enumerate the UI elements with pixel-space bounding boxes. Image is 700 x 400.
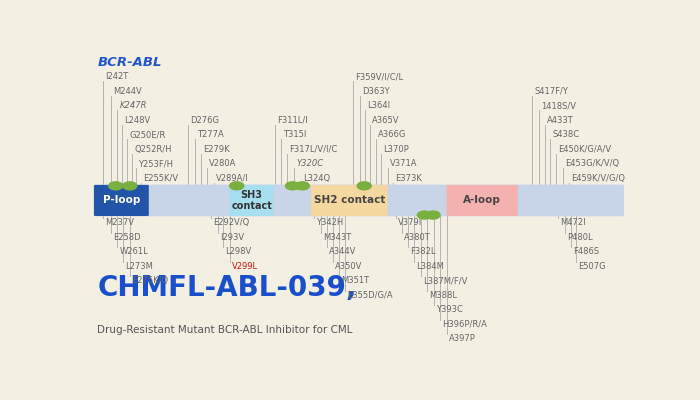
Circle shape xyxy=(295,182,309,190)
Circle shape xyxy=(286,182,300,190)
Text: M472I: M472I xyxy=(561,218,586,227)
Text: SH3
contact: SH3 contact xyxy=(231,190,272,211)
Text: A380T: A380T xyxy=(405,233,431,242)
Text: W261L: W261L xyxy=(120,247,148,256)
Text: Drug-Resistant Mutant BCR-ABL Inhibitor for CML: Drug-Resistant Mutant BCR-ABL Inhibitor … xyxy=(97,325,353,335)
Text: L248V: L248V xyxy=(124,116,150,125)
FancyBboxPatch shape xyxy=(230,185,274,216)
Text: CHMFL-ABL-039,: CHMFL-ABL-039, xyxy=(97,274,357,302)
Text: V379I: V379I xyxy=(398,218,422,227)
Text: E459K/V/G/Q: E459K/V/G/Q xyxy=(571,174,625,183)
Circle shape xyxy=(357,182,371,190)
Text: E255K/V: E255K/V xyxy=(144,174,178,183)
Text: E453G/K/V/Q: E453G/K/V/Q xyxy=(565,159,619,168)
Text: F311L/I: F311L/I xyxy=(276,116,307,125)
FancyBboxPatch shape xyxy=(447,185,518,216)
FancyBboxPatch shape xyxy=(94,184,624,216)
Circle shape xyxy=(426,211,440,219)
Text: M343T: M343T xyxy=(323,233,351,242)
FancyBboxPatch shape xyxy=(94,185,149,216)
Text: E355D/G/A: E355D/G/A xyxy=(347,290,393,300)
Text: BCR-ABL: BCR-ABL xyxy=(97,56,162,69)
Text: F359V/I/C/L: F359V/I/C/L xyxy=(356,72,404,82)
Text: M351T: M351T xyxy=(341,276,369,285)
Circle shape xyxy=(417,211,431,219)
Text: A-loop: A-loop xyxy=(463,196,501,206)
Text: 1418S/V: 1418S/V xyxy=(542,101,577,110)
Text: H396P/R/A: H396P/R/A xyxy=(442,320,487,328)
Text: Y253F/H: Y253F/H xyxy=(139,159,174,168)
Text: A397P: A397P xyxy=(449,334,476,343)
Text: A365V: A365V xyxy=(372,116,400,125)
Circle shape xyxy=(122,182,137,190)
Text: P-loop: P-loop xyxy=(103,196,140,206)
Text: L384M: L384M xyxy=(416,262,444,270)
Text: V289A/I: V289A/I xyxy=(216,174,248,183)
Text: Y320C: Y320C xyxy=(296,159,323,168)
Text: A433T: A433T xyxy=(547,116,574,125)
Text: A366G: A366G xyxy=(378,130,406,139)
Text: F382L: F382L xyxy=(410,247,436,256)
Text: Y393C: Y393C xyxy=(436,305,463,314)
Text: L364I: L364I xyxy=(368,101,391,110)
Circle shape xyxy=(108,182,122,190)
Text: E450K/G/A/V: E450K/G/A/V xyxy=(558,145,611,154)
Text: F486S: F486S xyxy=(573,247,599,256)
Text: I293V: I293V xyxy=(220,233,244,242)
Text: V371A: V371A xyxy=(390,159,417,168)
Text: L324Q: L324Q xyxy=(303,174,330,183)
Text: M237V: M237V xyxy=(105,218,134,227)
Text: T315I: T315I xyxy=(284,130,307,139)
Circle shape xyxy=(230,182,244,190)
Text: Y342H: Y342H xyxy=(316,218,344,227)
Text: M388L: M388L xyxy=(429,290,457,300)
Text: M244V: M244V xyxy=(113,87,141,96)
Text: V299L: V299L xyxy=(232,262,258,270)
Text: E507G: E507G xyxy=(578,262,606,270)
Text: K247R: K247R xyxy=(120,101,147,110)
Text: L370P: L370P xyxy=(383,145,409,154)
Text: D276G: D276G xyxy=(190,116,219,125)
Text: Q252R/H: Q252R/H xyxy=(134,145,172,154)
Text: S438C: S438C xyxy=(552,130,580,139)
FancyBboxPatch shape xyxy=(311,185,388,216)
Text: V280A: V280A xyxy=(209,159,237,168)
Text: S417F/Y: S417F/Y xyxy=(535,87,568,96)
Text: D363Y: D363Y xyxy=(362,87,390,96)
Text: E373K: E373K xyxy=(395,174,422,183)
Text: F317L/V/I/C: F317L/V/I/C xyxy=(289,145,337,154)
Text: E258D: E258D xyxy=(113,233,141,242)
Text: L273M: L273M xyxy=(125,262,153,270)
Text: G250E/R: G250E/R xyxy=(130,130,165,139)
Text: L298V: L298V xyxy=(225,247,251,256)
Text: P480L: P480L xyxy=(567,233,593,242)
Text: E275K/Q: E275K/Q xyxy=(132,276,168,285)
Text: A344V: A344V xyxy=(329,247,356,256)
Text: SH2 contact: SH2 contact xyxy=(314,196,385,206)
Text: A350V: A350V xyxy=(335,262,363,270)
Text: L387M/F/V: L387M/F/V xyxy=(423,276,467,285)
Text: T277A: T277A xyxy=(197,130,224,139)
Text: I242T: I242T xyxy=(105,72,128,82)
Text: E279K: E279K xyxy=(204,145,230,154)
Text: E292V/Q: E292V/Q xyxy=(214,218,250,227)
